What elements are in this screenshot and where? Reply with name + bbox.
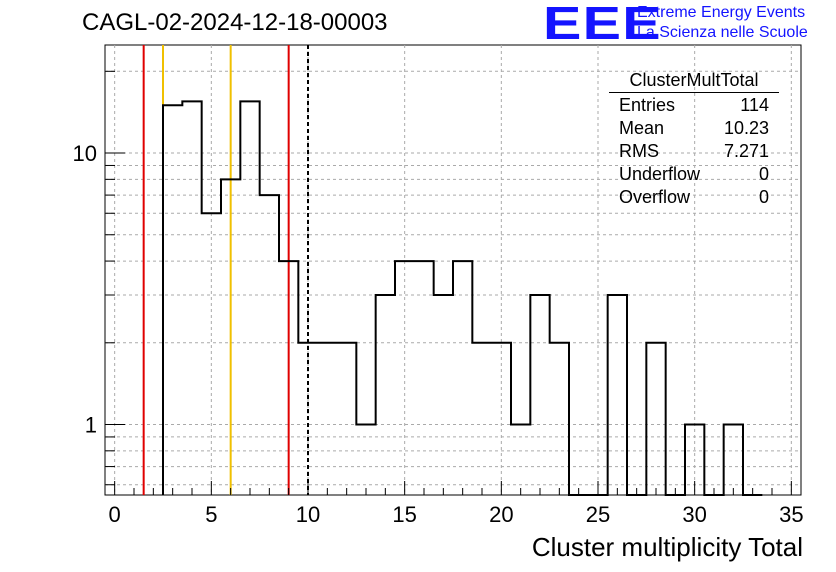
x-tick-label: 20 — [489, 502, 513, 527]
x-tick-label: 30 — [682, 502, 706, 527]
stats-value: 0 — [758, 164, 769, 184]
y-axis-ticks: 1 10 — [73, 70, 125, 486]
logo-line-1: Extreme Energy Events — [637, 4, 806, 21]
stats-box-title: ClusterMultTotal — [609, 70, 779, 93]
plot-frame — [104, 44, 802, 496]
stats-value: 0 — [758, 187, 769, 207]
x-tick-label: 15 — [392, 502, 416, 527]
stats-row-rms: RMS 7.271 — [609, 140, 779, 163]
x-tick-label: 25 — [586, 502, 610, 527]
x-tick-label: 0 — [109, 502, 121, 527]
x-axis-title: Cluster multiplicity Total — [531, 532, 803, 562]
stats-box: ClusterMultTotal Entries 114 Mean 10.23 … — [609, 70, 779, 209]
x-tick-label: 10 — [296, 502, 320, 527]
stats-row-mean: Mean 10.23 — [609, 117, 779, 140]
chart-title: CAGL-02-2024-12-18-00003 — [82, 9, 388, 36]
marker-lines — [142, 45, 309, 495]
histogram-outline — [162, 100, 763, 496]
stats-label: RMS — [619, 141, 659, 161]
x-axis-ticks: 0 5 10 15 20 25 30 35 — [109, 481, 804, 527]
stats-row-entries: Entries 114 — [609, 94, 779, 117]
eee-logo: EEE — [543, 0, 662, 49]
stats-row-overflow: Overflow 0 — [609, 186, 779, 209]
logo-line-2: La Scienza nelle Scuole — [637, 24, 808, 41]
stats-label: Overflow — [619, 187, 691, 207]
x-tick-label: 5 — [205, 502, 217, 527]
stats-value: 7.271 — [723, 141, 769, 161]
stats-value: 10.23 — [723, 118, 769, 138]
stats-label: Entries — [619, 95, 676, 115]
y-tick-label: 1 — [85, 413, 97, 438]
y-tick-label: 10 — [73, 141, 97, 166]
stats-label: Underflow — [619, 164, 701, 184]
stats-value: 114 — [740, 95, 769, 115]
x-tick-label: 35 — [779, 502, 803, 527]
stats-label: Mean — [619, 118, 665, 138]
stats-row-underflow: Underflow 0 — [609, 163, 779, 186]
